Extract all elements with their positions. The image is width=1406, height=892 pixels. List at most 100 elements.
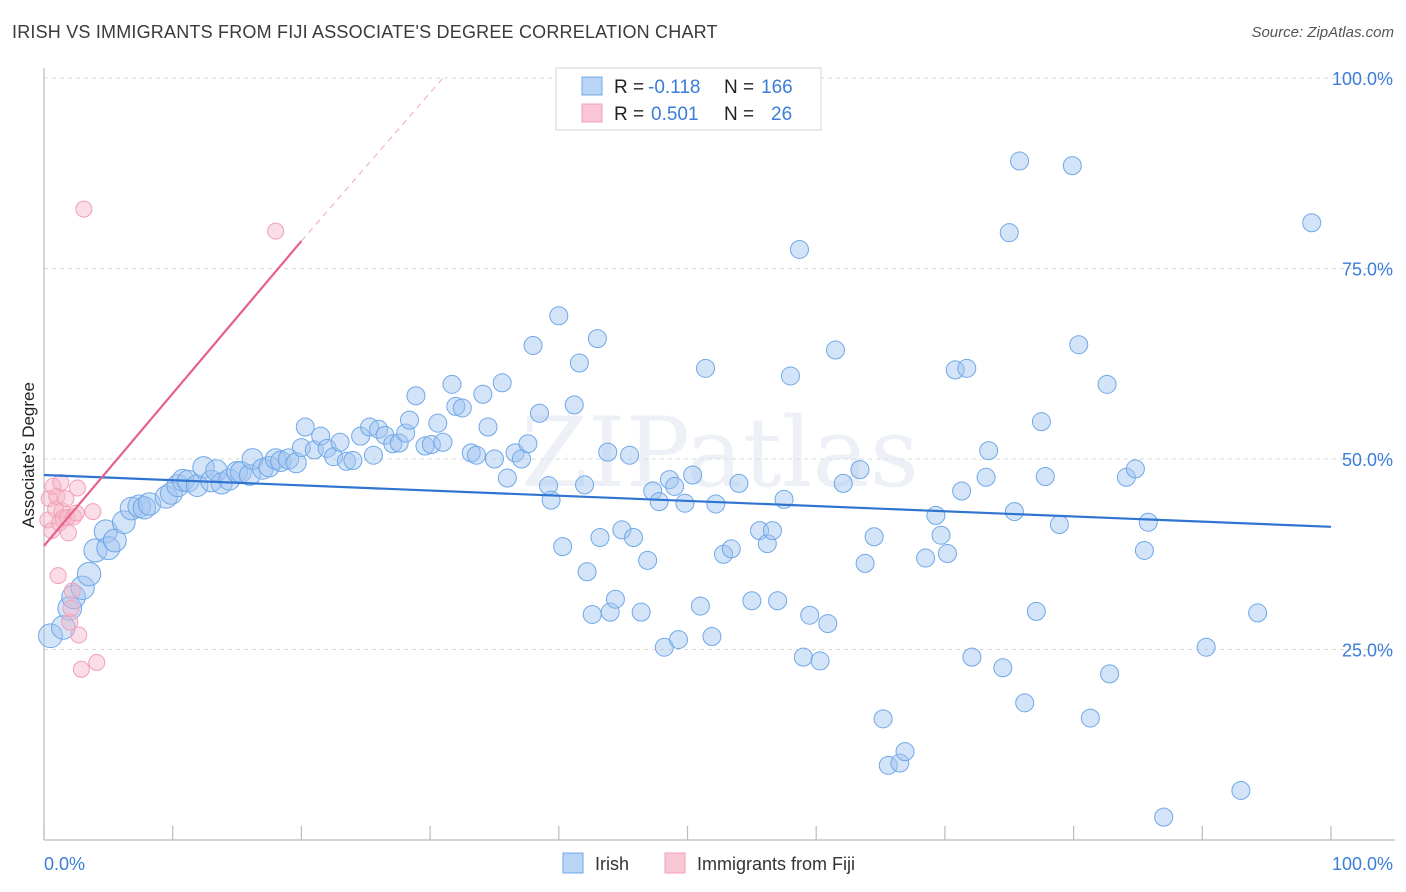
irish-point-43 <box>336 451 356 471</box>
irish-point-52 <box>396 423 416 443</box>
irish-point-51 <box>389 433 409 453</box>
legend-r-label-irish: R = <box>614 77 644 98</box>
irish-point-28 <box>239 464 261 486</box>
irish-point-41 <box>324 447 344 467</box>
irish-point-76 <box>549 306 569 326</box>
irish-point-97 <box>665 476 685 496</box>
legend-r-value-irish: -0.118 <box>648 77 700 98</box>
irish-point-62 <box>461 443 481 463</box>
irish-point-98 <box>668 630 688 650</box>
irish-point-135 <box>957 358 977 378</box>
irish-point-138 <box>979 441 999 461</box>
irish-point-71 <box>518 434 538 454</box>
irish-point-80 <box>575 475 595 495</box>
y-tick-label-2: 75.0% <box>1342 260 1393 280</box>
irish-point-66 <box>484 449 504 469</box>
irish-point-33 <box>270 450 292 472</box>
irish-point-47 <box>363 445 383 465</box>
legend-r-value-fiji: 0.501 <box>651 104 699 125</box>
irish-point-136 <box>962 647 982 667</box>
watermark: ZIPatlas <box>521 397 919 509</box>
irish-point-81 <box>577 562 597 582</box>
irish-point-39 <box>311 426 331 446</box>
y-tick-label-0: 25.0% <box>1342 641 1393 661</box>
irish-point-140 <box>999 223 1019 243</box>
chart-title: IRISH VS IMMIGRANTS FROM FIJI ASSOCIATE'… <box>12 22 718 42</box>
irish-point-77 <box>553 537 573 557</box>
irish-point-111 <box>762 521 782 541</box>
irish-point-6 <box>83 538 108 563</box>
irish-point-4 <box>70 575 95 600</box>
irish-point-54 <box>406 386 426 406</box>
irish-point-101 <box>690 596 710 616</box>
irish-point-56 <box>421 435 441 455</box>
fiji-point-3 <box>44 477 62 495</box>
irish-point-159 <box>1231 780 1251 800</box>
irish-point-156 <box>1138 512 1158 532</box>
source-label: Source: ZipAtlas.com <box>1251 24 1394 41</box>
irish-point-75 <box>541 490 561 510</box>
legend-n-label-irish: N = <box>724 77 754 98</box>
fiji-point-23 <box>84 503 102 521</box>
irish-point-108 <box>742 591 762 611</box>
bottom-legend-swatch-fiji <box>664 852 686 874</box>
irish-point-114 <box>780 366 800 386</box>
irish-point-68 <box>497 468 517 488</box>
irish-point-155 <box>1134 540 1154 560</box>
irish-point-129 <box>916 548 936 568</box>
trend-lines <box>43 77 1332 547</box>
irish-point-79 <box>569 353 589 373</box>
irish-point-21 <box>192 456 215 479</box>
legend-n-value-fiji: 26 <box>771 104 792 125</box>
irish-point-58 <box>433 432 453 452</box>
fiji-point-8 <box>52 474 70 492</box>
irish-point-10 <box>111 510 136 535</box>
irish-point-100 <box>683 465 703 485</box>
fiji-point-22 <box>75 200 93 218</box>
irish-point-158 <box>1196 637 1216 657</box>
irish-point-64 <box>473 384 493 404</box>
fiji-point-24 <box>88 653 106 671</box>
irish-point-125 <box>873 709 893 729</box>
irish-point-59 <box>442 374 462 394</box>
irish-point-83 <box>587 329 607 349</box>
irish-point-116 <box>793 647 813 667</box>
irish-point-5 <box>76 561 102 587</box>
irish-point-60 <box>446 396 466 416</box>
irish-point-57 <box>428 413 448 433</box>
fiji-trend-line <box>43 240 303 547</box>
irish-point-104 <box>706 494 726 514</box>
irish-point-72 <box>523 335 543 355</box>
irish-point-130 <box>926 505 946 525</box>
irish-point-144 <box>1026 601 1046 621</box>
irish-point-154 <box>1125 459 1145 479</box>
irish-point-161 <box>1302 213 1322 233</box>
bottom-legend-label-fiji: Immigrants from Fiji <box>697 854 855 874</box>
irish-point-44 <box>343 451 363 471</box>
irish-point-122 <box>850 460 870 480</box>
irish-point-3 <box>61 584 86 610</box>
irish-point-121 <box>833 473 853 493</box>
irish-point-11 <box>119 496 144 521</box>
irish-point-88 <box>612 520 632 540</box>
y-tick-label-1: 50.0% <box>1342 450 1393 470</box>
irish-point-131 <box>931 525 951 545</box>
irish-point-160 <box>1248 603 1268 623</box>
bottom-legend-label-irish: Irish <box>595 854 629 874</box>
irish-point-112 <box>768 591 788 611</box>
irish-point-0 <box>38 623 63 649</box>
irish-point-128 <box>895 742 915 762</box>
irish-point-117 <box>800 605 820 625</box>
irish-point-124 <box>864 527 884 547</box>
irish-point-82 <box>582 604 602 624</box>
irish-point-86 <box>600 602 620 622</box>
irish-point-139 <box>993 658 1013 678</box>
irish-point-90 <box>623 527 643 547</box>
irish-point-132 <box>937 543 957 563</box>
irish-point-85 <box>598 442 618 462</box>
irish-point-35 <box>285 452 307 474</box>
irish-point-106 <box>721 539 741 559</box>
irish-point-89 <box>620 445 640 465</box>
irish-point-115 <box>789 239 809 259</box>
